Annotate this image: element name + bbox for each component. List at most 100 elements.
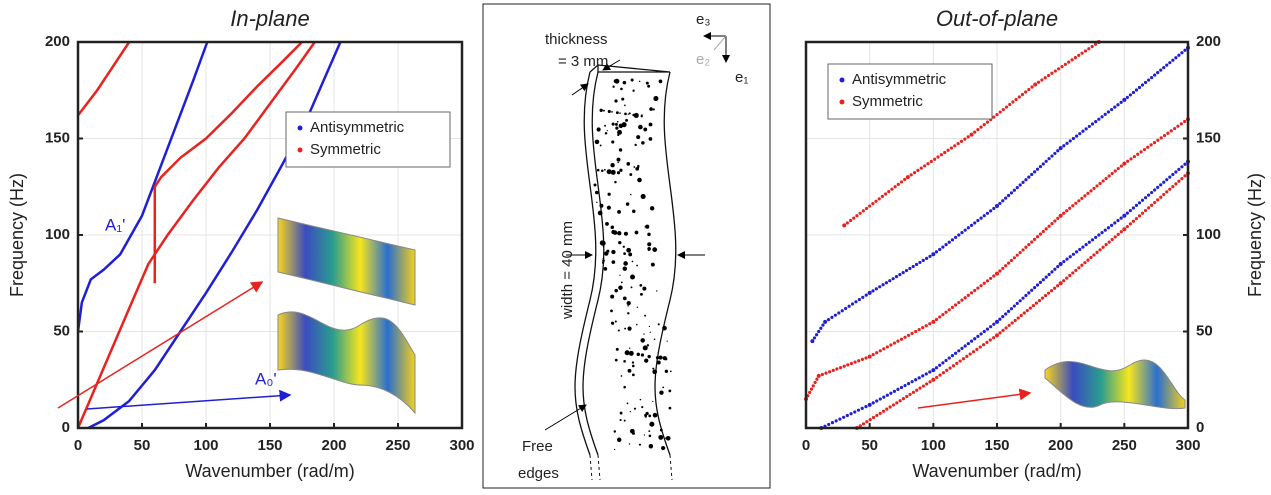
- dot: [998, 331, 1002, 335]
- particle: [665, 435, 671, 441]
- particle: [664, 369, 669, 373]
- particle: [659, 390, 664, 395]
- particle: [652, 108, 655, 111]
- label: = 3 mm: [558, 53, 608, 70]
- dot: [821, 323, 825, 327]
- dot: [941, 313, 945, 317]
- dot: [1040, 78, 1044, 82]
- dot: [1035, 167, 1040, 171]
- dot: [1159, 136, 1163, 140]
- dot: [1146, 193, 1151, 197]
- dot: [903, 383, 907, 388]
- particle: [626, 402, 629, 405]
- legend-box: [285, 111, 451, 168]
- label: edges: [518, 465, 559, 482]
- particle: [652, 369, 658, 375]
- dot: [1128, 208, 1132, 213]
- x-axis-label: Wavenumber (rad/m): [912, 461, 1081, 481]
- dot: [1009, 191, 1014, 195]
- dot: [938, 315, 942, 319]
- dot: [845, 413, 849, 418]
- dot: [918, 386, 922, 390]
- particle: [652, 412, 658, 418]
- particle: [615, 347, 619, 351]
- arrow: [571, 83, 589, 96]
- dot: [960, 346, 964, 350]
- dot: [1090, 238, 1095, 242]
- dot: [1136, 152, 1140, 156]
- dot: [989, 276, 993, 281]
- dot: [831, 368, 835, 372]
- data-point: [969, 132, 974, 137]
- particle: [630, 78, 634, 82]
- particle: [650, 262, 655, 267]
- dot: [1107, 174, 1111, 178]
- particle: [602, 259, 605, 262]
- data-point: [1058, 281, 1063, 286]
- dot: [1038, 280, 1043, 284]
- dot: [1110, 237, 1114, 242]
- dot: [891, 403, 896, 407]
- particle: [616, 120, 619, 123]
- dot: [976, 286, 980, 290]
- dot: [1143, 196, 1148, 200]
- x-tick-label: 300: [1175, 437, 1200, 454]
- x-tick-label: 200: [321, 437, 346, 454]
- y-tick-label: 150: [45, 129, 70, 146]
- dot: [938, 373, 942, 377]
- dot: [963, 137, 967, 141]
- dot: [1165, 178, 1169, 182]
- dot: [1125, 95, 1129, 100]
- dot: [916, 168, 920, 172]
- dot: [1053, 286, 1057, 290]
- dot: [1060, 64, 1064, 69]
- dot: [919, 166, 923, 170]
- dot: [842, 415, 846, 419]
- dot: [1012, 188, 1016, 192]
- dot: [1035, 283, 1040, 287]
- dot: [1068, 206, 1072, 210]
- dot: [847, 304, 851, 308]
- dot: [1027, 175, 1031, 179]
- dot: [1104, 176, 1108, 181]
- dot: [1153, 200, 1157, 205]
- x-tick-label: 100: [921, 437, 946, 454]
- dot: [1165, 63, 1169, 67]
- dot: [875, 413, 879, 418]
- dot: [921, 326, 925, 330]
- dot: [1074, 134, 1079, 138]
- dot: [1128, 93, 1132, 97]
- strip-edge: [654, 71, 677, 456]
- particle: [599, 203, 604, 208]
- dot: [985, 340, 989, 344]
- dot: [936, 155, 940, 159]
- dot: [861, 295, 865, 299]
- particle: [634, 230, 639, 235]
- dot: [1171, 58, 1175, 62]
- dot: [861, 422, 866, 426]
- chart-title: Out-of-plane: [936, 6, 1058, 31]
- particle: [597, 210, 603, 216]
- particle: [599, 108, 603, 112]
- dot: [947, 308, 951, 312]
- dot: [1159, 68, 1163, 72]
- particle: [603, 168, 606, 171]
- arrow: [86, 389, 292, 410]
- dot: [1008, 102, 1012, 107]
- dot: [1146, 206, 1151, 210]
- dot: [1146, 145, 1150, 149]
- curve: [76, 41, 316, 429]
- arrow: [602, 59, 621, 71]
- dot: [1010, 321, 1014, 325]
- dot: [834, 419, 838, 423]
- dot: [858, 211, 862, 215]
- particle: [605, 222, 609, 226]
- particle: [631, 361, 635, 364]
- particle: [625, 202, 630, 206]
- dot: [882, 395, 886, 399]
- dot: [1033, 237, 1037, 241]
- dot: [1119, 230, 1123, 234]
- dot: [1100, 230, 1104, 235]
- dot: [1171, 172, 1175, 177]
- dot: [1162, 66, 1166, 70]
